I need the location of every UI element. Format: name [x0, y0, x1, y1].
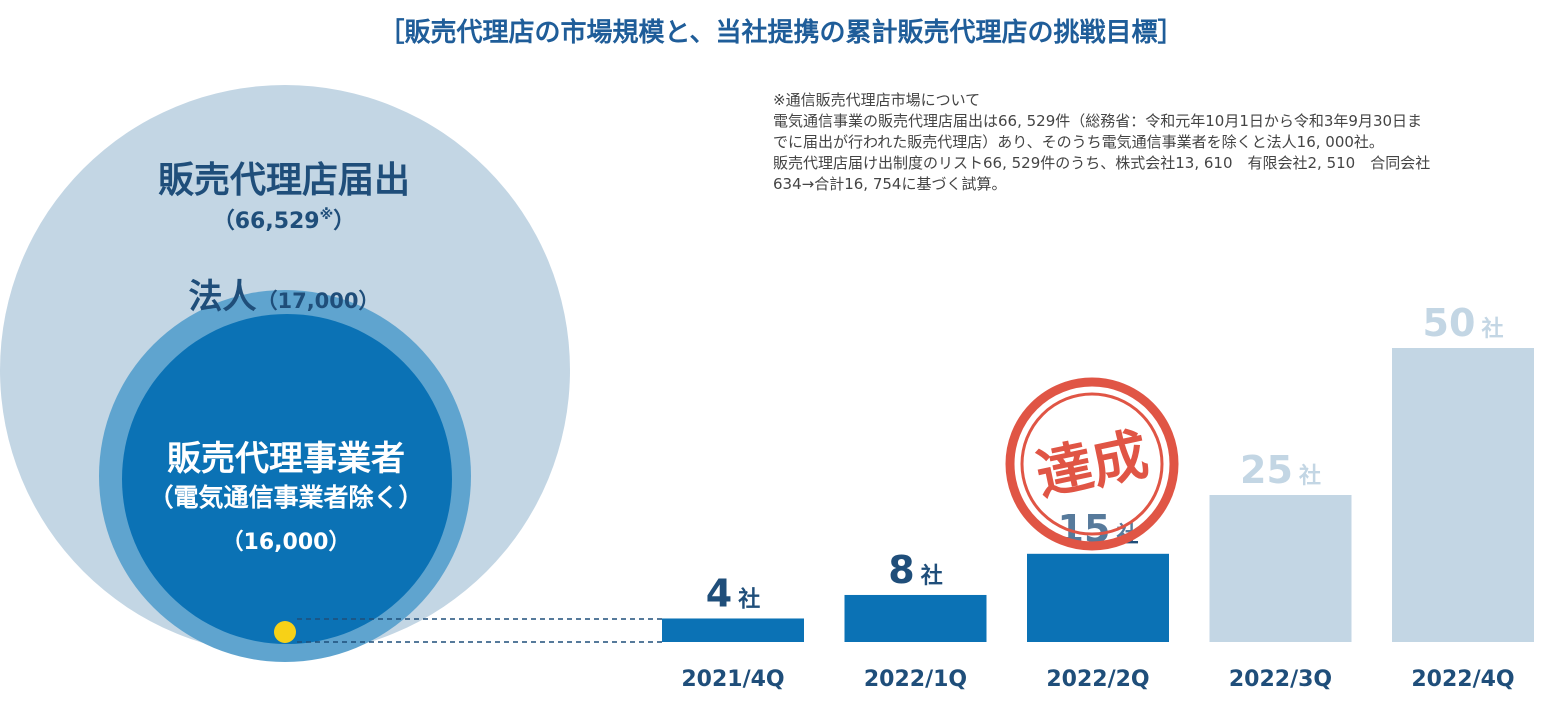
middle-label-text: 法人	[188, 277, 256, 317]
x-tick-label: 2022/4Q	[1411, 667, 1514, 692]
outer-value-close: ）	[333, 209, 355, 234]
bar-value-unit: 社	[1299, 463, 1321, 489]
market-circles: 販売代理店届出 （66,529※） 法人（17,000） 販売代理事業者 （電気…	[0, 85, 570, 662]
bar-value-unit: 社	[921, 563, 943, 589]
stamp-ring-outer	[1005, 377, 1179, 551]
note-line: でに届出が行われた販売代理店）あり、そのうち電気通信事業者を除くと法人16, 0…	[773, 133, 1384, 151]
bar-value-number: 8	[888, 548, 914, 592]
bar-value-unit: 社	[738, 586, 760, 612]
x-tick-label: 2022/3Q	[1229, 667, 1332, 692]
outer-value-text: （66,529	[213, 209, 320, 234]
bar-value-number: 50	[1423, 301, 1476, 345]
bar-value-label: 25 社	[1240, 448, 1321, 492]
x-tick-label: 2022/2Q	[1046, 667, 1149, 692]
current-position-marker	[274, 621, 296, 643]
inner-circle-sub: （電気通信事業者除く）	[148, 483, 423, 512]
outer-value-mark: ※	[320, 207, 334, 223]
note-line: 販売代理店届け出制度のリスト66, 529件のうち、株式会社13, 610 有限…	[773, 154, 1431, 172]
page-title: ［販売代理店の市場規模と、当社提携の累計販売代理店の挑戦目標］	[378, 18, 1184, 48]
bar-2022-3Q	[1209, 495, 1352, 642]
outer-circle-value: （66,529※）	[213, 207, 356, 234]
note-line: 634→合計16, 754に基づく試算。	[773, 175, 1007, 193]
outer-circle-label: 販売代理店届出	[158, 160, 410, 201]
bar-value-label: 50 社	[1423, 301, 1504, 345]
stamp-ring-inner	[1020, 392, 1164, 536]
bar-series: 4社2021/4Q8社2022/1Q15社2022/2Q25社2022/3Q50…	[662, 301, 1534, 692]
note-line: ※通信販売代理店市場について	[773, 91, 981, 109]
x-tick-label: 2021/4Q	[681, 667, 784, 692]
middle-circle-label: 法人（17,000）	[188, 277, 379, 317]
inner-circle-value: （16,000）	[222, 530, 351, 555]
achieved-stamp: 達成	[1005, 377, 1179, 551]
bar-value-number: 4	[706, 571, 732, 615]
bar-value-number: 25	[1240, 448, 1293, 492]
middle-value-text: （17,000）	[256, 289, 379, 313]
bar-2022-2Q	[1027, 553, 1169, 642]
bar-2022-1Q	[844, 594, 987, 642]
note-line: 電気通信事業の販売代理店届出は66, 529件（総務省：令和元年10月1日から令…	[773, 112, 1423, 130]
market-note: ※通信販売代理店市場について 電気通信事業の販売代理店届出は66, 529件（総…	[773, 90, 1553, 195]
inner-circle	[122, 314, 452, 644]
bar-2021-4Q	[662, 618, 804, 642]
x-tick-label: 2022/1Q	[864, 667, 967, 692]
inner-circle-label: 販売代理事業者	[167, 439, 405, 479]
bar-2022-4Q	[1392, 348, 1534, 642]
bar-value-unit: 社	[1481, 316, 1503, 342]
